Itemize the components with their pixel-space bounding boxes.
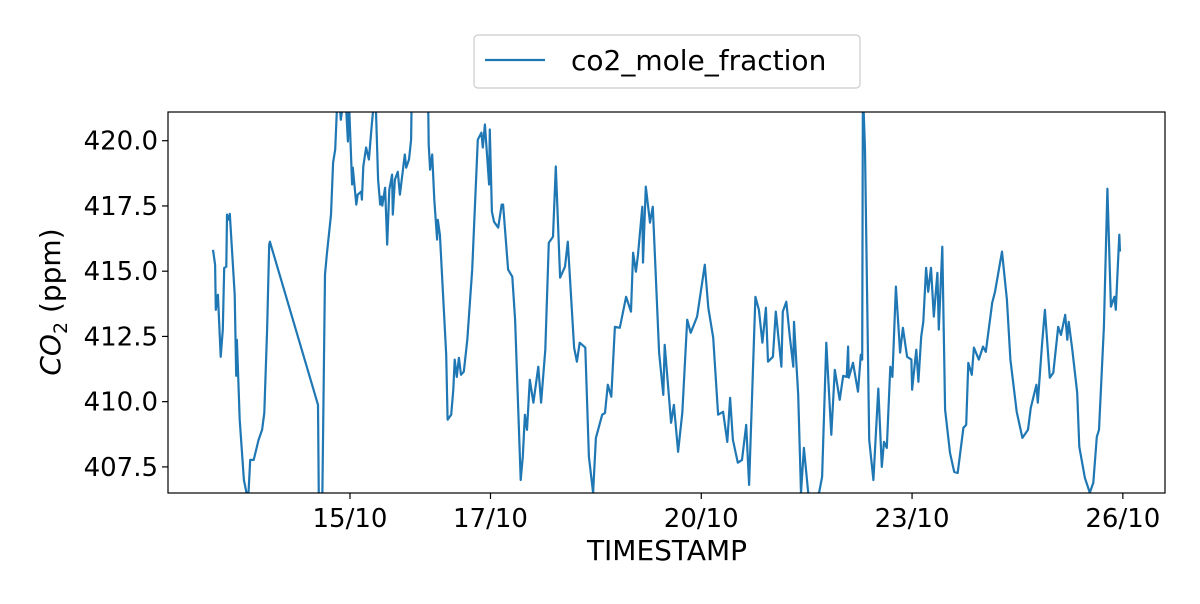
y-label-subscript: 2 bbox=[50, 322, 72, 334]
legend-box bbox=[473, 34, 861, 89]
x-tick-label: 20/10 bbox=[664, 504, 739, 534]
y-tick-label: 420.0 bbox=[84, 127, 158, 157]
y-tick-label: 417.5 bbox=[84, 192, 158, 222]
x-axis-label: TIMESTAMP bbox=[586, 534, 747, 567]
x-axis: 15/10 17/10 20/10 23/10 26/10 bbox=[313, 493, 1160, 534]
x-tick-label: 23/10 bbox=[875, 504, 950, 534]
y-tick-label: 412.5 bbox=[84, 322, 158, 352]
series-layer bbox=[211, 112, 1122, 493]
x-tick-label: 26/10 bbox=[1085, 504, 1160, 534]
y-label-main: CO bbox=[34, 334, 67, 376]
series-line-co2_mole_fraction bbox=[211, 112, 1122, 493]
y-tick-label: 410.0 bbox=[84, 388, 158, 418]
y-axis-label: CO2 (ppm) bbox=[34, 228, 72, 375]
x-tick-label: 15/10 bbox=[313, 504, 388, 534]
plot-frame bbox=[167, 111, 1166, 494]
y-label-unit: (ppm) bbox=[34, 228, 67, 322]
x-tick-label: 17/10 bbox=[453, 504, 528, 534]
y-tick-label: 415.0 bbox=[84, 257, 158, 287]
legend-label: co2_mole_fraction bbox=[571, 44, 826, 77]
y-axis: 407.5 410.0 412.5 415.0 417.5 420.0 bbox=[84, 127, 168, 483]
legend: co2_mole_fraction bbox=[473, 34, 861, 89]
y-tick-label: 407.5 bbox=[84, 453, 158, 483]
